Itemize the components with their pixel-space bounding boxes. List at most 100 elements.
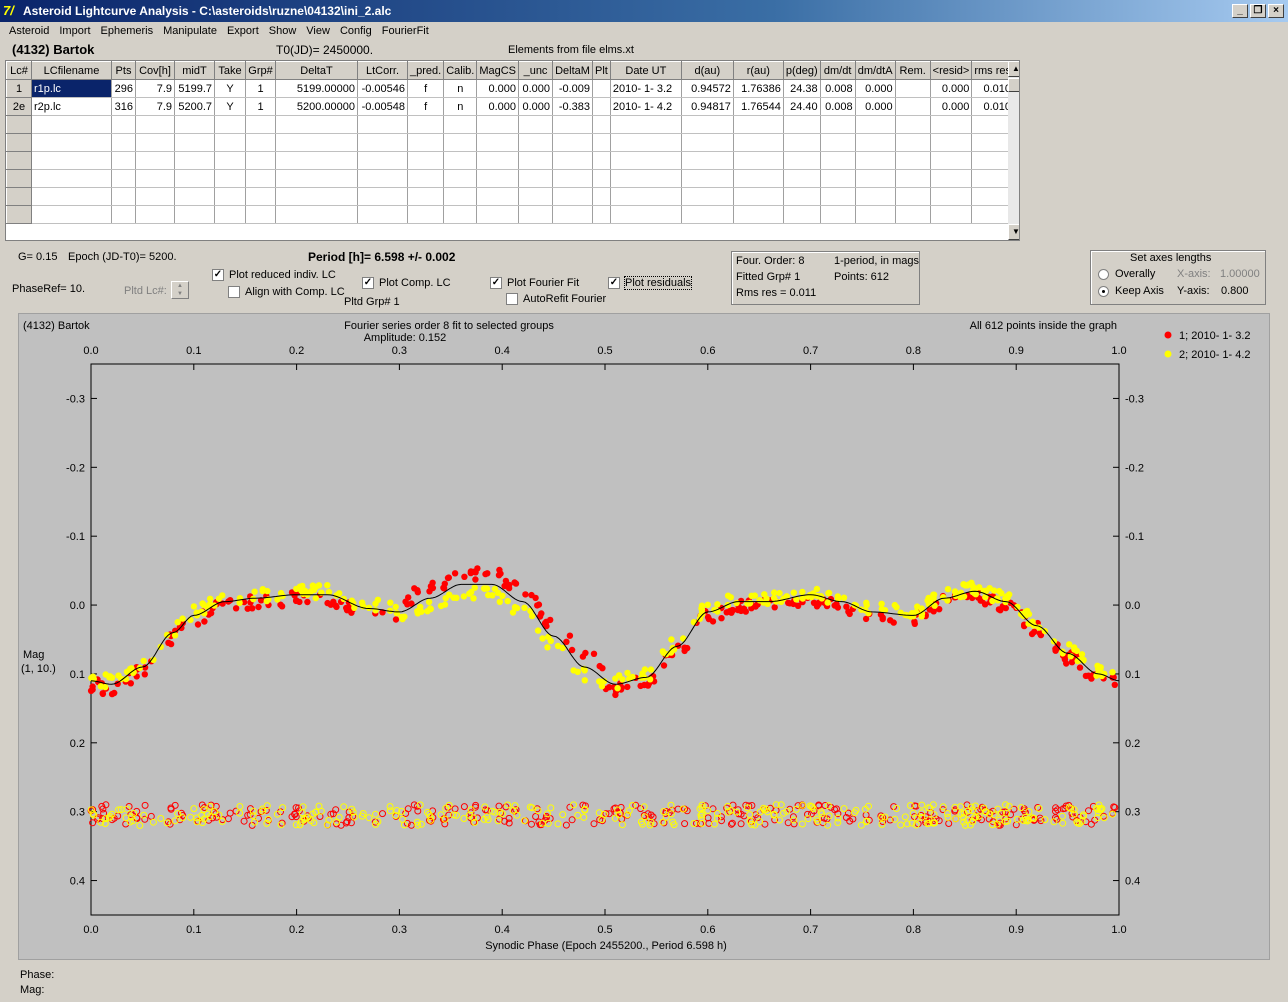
- table-cell[interactable]: [783, 205, 821, 224]
- lightcurve-table[interactable]: Lc# LCfilename Pts Cov[h] midT Take Grp# DeltaT…: [5, 60, 1020, 241]
- table-cell[interactable]: [135, 115, 175, 134]
- table-cell[interactable]: [592, 97, 611, 116]
- table-cell[interactable]: [518, 205, 554, 224]
- table-cell[interactable]: [855, 151, 896, 170]
- table-cell[interactable]: [135, 133, 175, 152]
- table-cell[interactable]: [245, 115, 276, 134]
- table-cell[interactable]: [930, 205, 973, 224]
- table-cell[interactable]: [681, 151, 734, 170]
- table-cell[interactable]: [610, 133, 682, 152]
- table-cell[interactable]: [733, 133, 784, 152]
- table-cell[interactable]: [31, 187, 112, 206]
- table-cell[interactable]: [275, 169, 358, 188]
- table-cell[interactable]: [174, 187, 215, 206]
- table-cell[interactable]: [111, 205, 136, 224]
- table-cell[interactable]: [31, 169, 112, 188]
- table-cell[interactable]: [820, 205, 856, 224]
- column-header[interactable]: d(au): [680, 61, 734, 80]
- column-header[interactable]: DeltaM: [552, 61, 594, 80]
- table-cell[interactable]: 2010- 1- 4.2: [610, 97, 682, 116]
- table-cell[interactable]: [895, 79, 931, 98]
- table-cell[interactable]: [111, 169, 136, 188]
- menu-export[interactable]: Export: [226, 25, 259, 37]
- table-cell[interactable]: [111, 151, 136, 170]
- menu-ephemeris[interactable]: Ephemeris: [100, 25, 154, 37]
- column-header[interactable]: Pts: [111, 61, 136, 80]
- table-cell[interactable]: [552, 133, 594, 152]
- table-cell[interactable]: [820, 151, 856, 170]
- table-cell[interactable]: [855, 169, 896, 188]
- column-header[interactable]: p(deg): [782, 61, 821, 80]
- table-cell[interactable]: 5199.00000: [275, 79, 358, 98]
- row-header[interactable]: [6, 115, 32, 134]
- column-header[interactable]: MagCS: [476, 61, 520, 80]
- table-cell[interactable]: [610, 169, 682, 188]
- table-cell[interactable]: [111, 115, 136, 134]
- column-header[interactable]: midT: [174, 61, 215, 80]
- table-cell[interactable]: [476, 115, 520, 134]
- table-cell[interactable]: 0.000: [476, 79, 520, 98]
- table-cell[interactable]: [783, 133, 821, 152]
- column-header[interactable]: rms res: [971, 61, 1015, 80]
- table-cell[interactable]: 0.010: [971, 97, 1015, 116]
- table-cell[interactable]: [895, 151, 931, 170]
- plot-comp-checkbox[interactable]: ✓ Plot Comp. LC: [362, 277, 451, 290]
- table-scrollbar[interactable]: ▲ ▼: [1008, 61, 1019, 240]
- table-cell[interactable]: [476, 205, 520, 224]
- table-cell[interactable]: [592, 133, 611, 152]
- table-cell[interactable]: 5199.7: [174, 79, 215, 98]
- column-header[interactable]: DeltaT: [275, 61, 358, 80]
- table-cell[interactable]: [357, 151, 408, 170]
- table-cell[interactable]: 0.000: [476, 97, 520, 116]
- table-cell[interactable]: [357, 205, 408, 224]
- column-header[interactable]: dm/dtA: [854, 61, 896, 80]
- table-cell[interactable]: [681, 169, 734, 188]
- table-cell[interactable]: [610, 115, 682, 134]
- scroll-up-button[interactable]: ▲: [1008, 61, 1019, 77]
- table-cell[interactable]: [592, 169, 611, 188]
- table-cell[interactable]: [135, 169, 175, 188]
- table-cell[interactable]: 0.008: [820, 97, 856, 116]
- table-cell[interactable]: [783, 151, 821, 170]
- table-cell[interactable]: [733, 151, 784, 170]
- table-cell[interactable]: [275, 133, 358, 152]
- table-cell[interactable]: 5200.00000: [275, 97, 358, 116]
- table-cell[interactable]: [214, 205, 246, 224]
- align-comp-checkbox[interactable]: Align with Comp. LC: [228, 286, 345, 299]
- column-header[interactable]: Rem.: [894, 61, 931, 80]
- table-cell[interactable]: [476, 133, 520, 152]
- menu-asteroid[interactable]: Asteroid: [9, 25, 50, 37]
- table-cell[interactable]: [174, 115, 215, 134]
- table-cell[interactable]: 1.76386: [733, 79, 784, 98]
- table-row[interactable]: [6, 169, 1015, 188]
- autorefit-checkbox[interactable]: AutoRefit Fourier: [506, 293, 606, 306]
- lightcurve-chart[interactable]: (4132) Bartok Fourier series order 8 fit…: [19, 314, 1271, 961]
- table-cell[interactable]: [357, 169, 408, 188]
- table-cell[interactable]: 0.000: [855, 79, 896, 98]
- table-cell[interactable]: [855, 115, 896, 134]
- column-header[interactable]: LtCorr.: [357, 61, 408, 80]
- table-cell[interactable]: [174, 169, 215, 188]
- plot-resid-checkbox[interactable]: ✓ Plot residuals: [608, 276, 693, 290]
- table-cell[interactable]: [245, 151, 276, 170]
- table-cell[interactable]: Y: [214, 97, 246, 116]
- table-cell[interactable]: 7.9: [135, 97, 175, 116]
- table-cell[interactable]: [245, 133, 276, 152]
- table-cell[interactable]: [214, 187, 246, 206]
- menu-view[interactable]: View: [306, 25, 330, 37]
- table-cell[interactable]: 0.010: [971, 79, 1015, 98]
- table-cell[interactable]: [592, 151, 611, 170]
- table-cell[interactable]: [111, 133, 136, 152]
- table-cell[interactable]: [681, 187, 734, 206]
- table-cell[interactable]: [174, 205, 215, 224]
- column-header[interactable]: r(au): [732, 61, 784, 80]
- table-cell[interactable]: [31, 205, 112, 224]
- table-cell[interactable]: [518, 187, 554, 206]
- table-cell[interactable]: [820, 169, 856, 188]
- table-cell[interactable]: 1: [245, 97, 276, 116]
- table-cell[interactable]: [476, 187, 520, 206]
- column-header[interactable]: Calib.: [443, 61, 478, 80]
- table-cell[interactable]: [443, 187, 478, 206]
- table-row[interactable]: [6, 115, 1015, 134]
- table-cell[interactable]: [275, 205, 358, 224]
